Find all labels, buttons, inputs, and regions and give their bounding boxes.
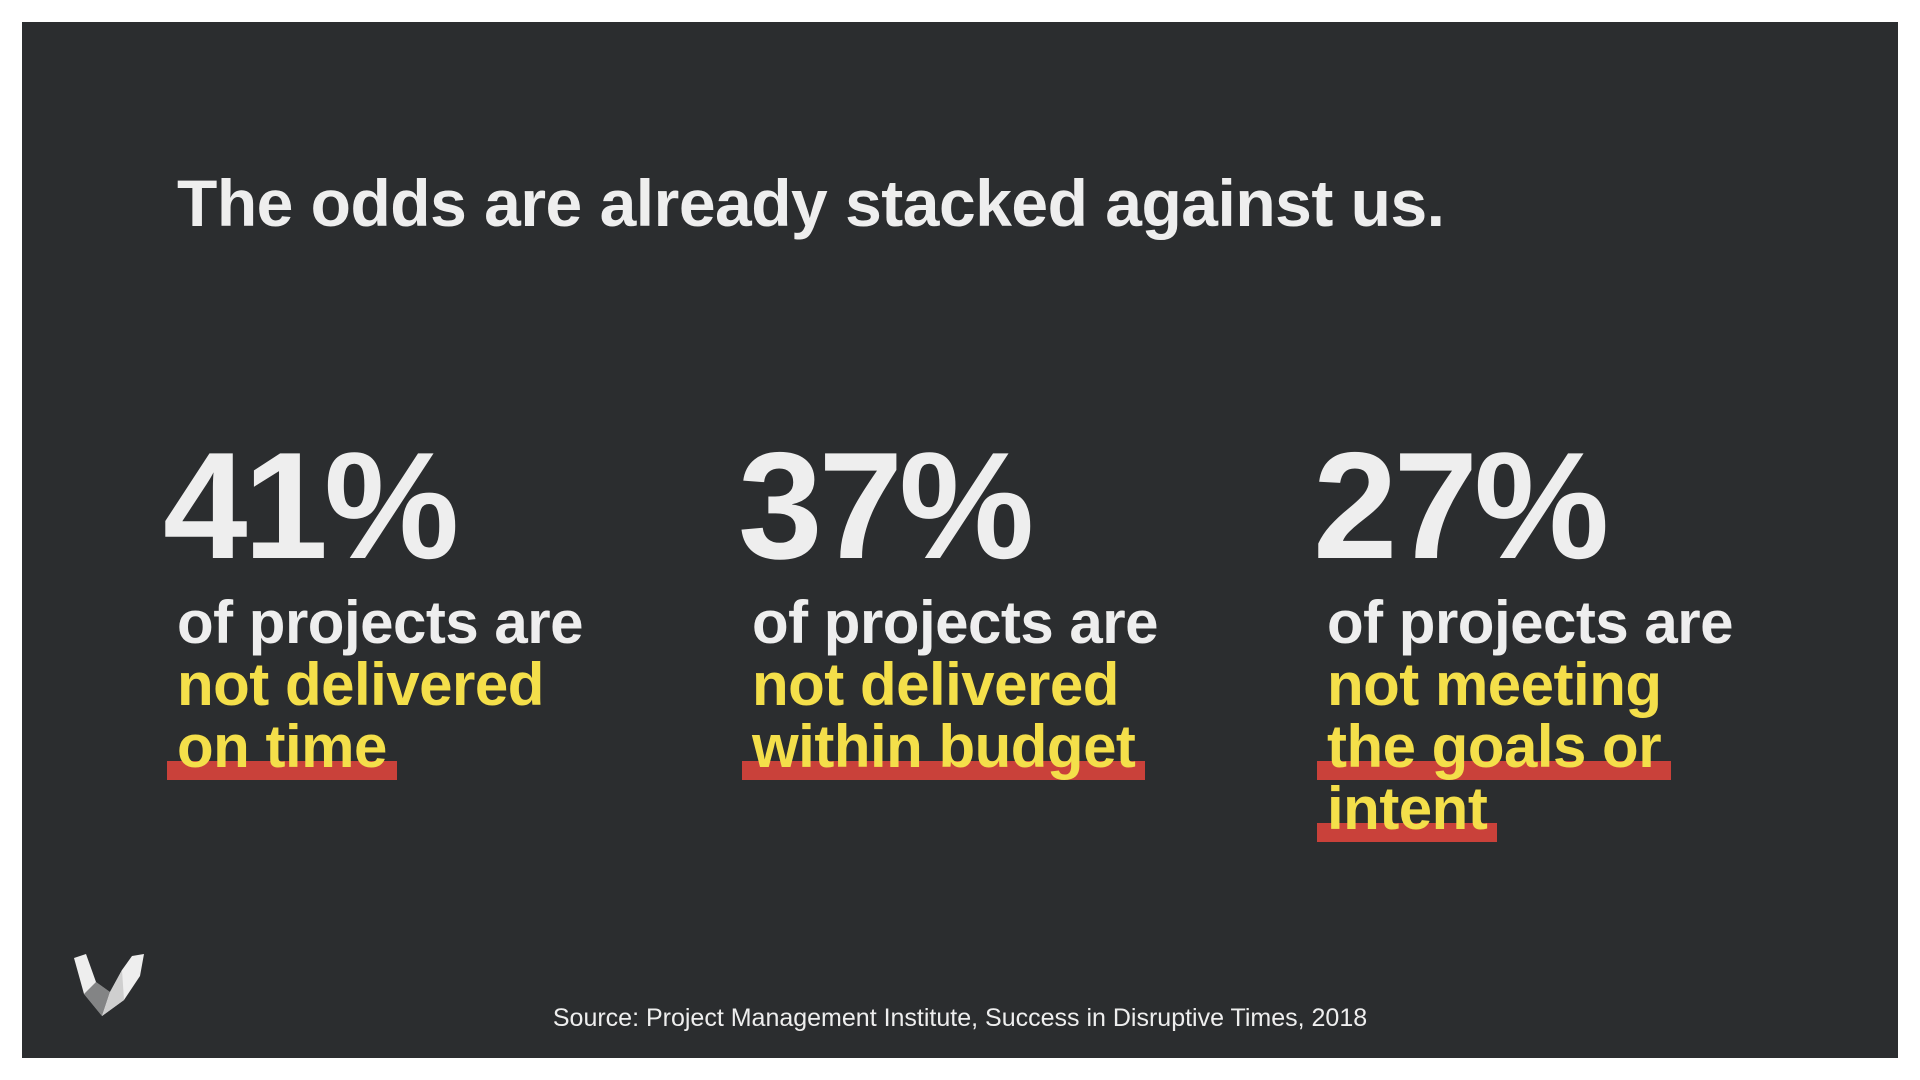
stat-highlight-text: not delivered [177,651,544,718]
stat-highlight-underlined-text: the goals or [1317,713,1672,780]
stat-within-budget: 37% of projects are not delivered within… [738,430,1222,780]
stat-percent: 37% [738,421,1034,591]
stat-goals-intent: 27% of projects are not meeting the goal… [1313,430,1797,842]
stylized-w-logo-icon [74,954,144,1016]
stat-highlight-underlined-text: within budget [742,713,1146,780]
stat-lead-text: of projects are [177,589,583,656]
stat-highlight-text: not meeting [1327,651,1662,718]
stat-lead-text: of projects are [1327,589,1733,656]
stat-percent: 27% [1313,421,1609,591]
slide: The odds are already stacked against us.… [22,22,1898,1058]
source-citation: Source: Project Management Institute, Su… [552,1004,1368,1032]
stat-on-time: 41% of projects are not delivered on tim… [163,430,647,780]
stat-highlight-underlined-text: intent [1317,775,1498,842]
stat-highlight-text: not delivered [752,651,1119,718]
stat-percent: 41% [163,421,459,591]
stat-description: of projects are not meeting the goals or… [1317,589,1797,842]
stat-lead-text: of projects are [752,589,1158,656]
stat-description: of projects are not delivered on time [167,589,647,780]
stat-description: of projects are not delivered within bud… [742,589,1222,780]
stat-highlight-underlined-text: on time [167,713,397,780]
slide-title: The odds are already stacked against us. [177,166,1445,240]
